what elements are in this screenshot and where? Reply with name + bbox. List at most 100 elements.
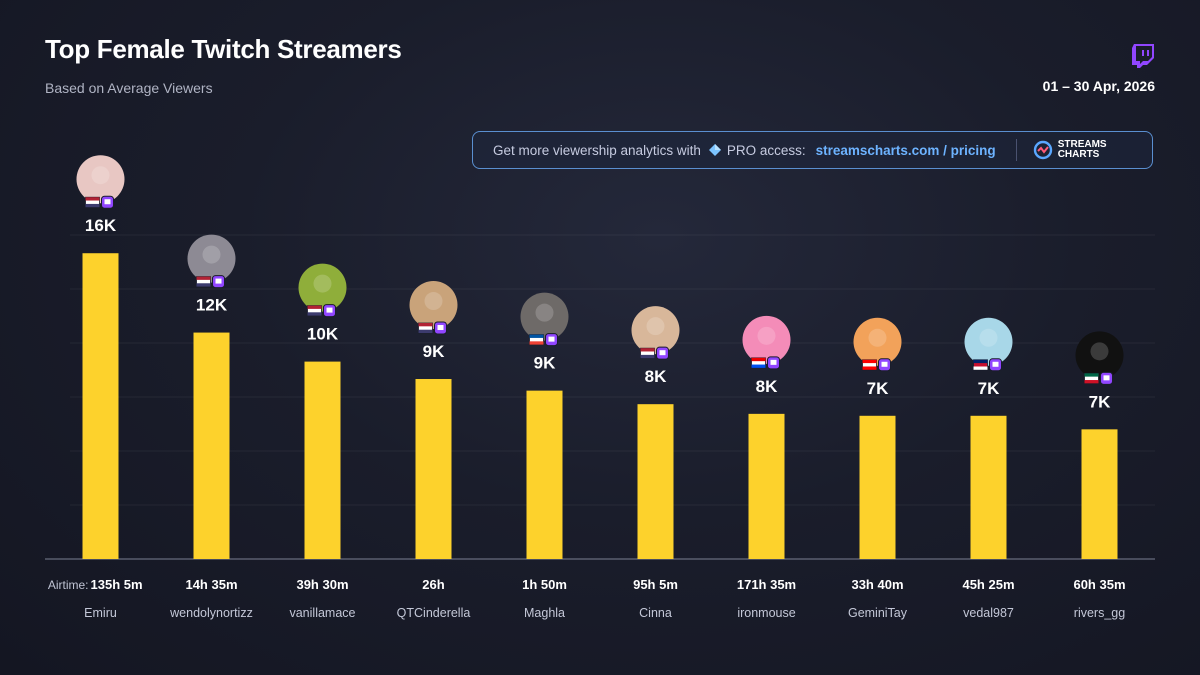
- value-label: 12K: [196, 296, 228, 315]
- airtime-value: 33h 40m: [851, 577, 903, 592]
- flag-stripe: [862, 366, 877, 370]
- flag-stripe: [529, 334, 544, 338]
- airtime-value: 95h 5m: [633, 577, 678, 592]
- bar-Emiru: [82, 253, 119, 560]
- bar-ironmouse: [748, 413, 785, 559]
- airtime-value: 45h 25m: [962, 577, 1014, 592]
- flag-stripe: [196, 276, 211, 280]
- avatar-Cinna: [631, 306, 680, 355]
- twitch-badge-glyph: [659, 350, 666, 356]
- streamer-name: Maghla: [524, 606, 565, 620]
- flag-stripe: [85, 197, 100, 201]
- streamer-name: ironmouse: [737, 606, 795, 620]
- bar-vanillamace: [304, 361, 341, 559]
- airtime-value: 171h 35m: [737, 577, 796, 592]
- brand-line-2: CHARTS: [1057, 149, 1100, 160]
- flag-stripe: [85, 203, 100, 208]
- chart-subtitle: Based on Average Viewers: [45, 80, 213, 96]
- airtime-value: 26h: [422, 577, 444, 592]
- avatar-face: [757, 326, 776, 345]
- flag-stripe: [640, 354, 655, 359]
- avatar-face: [979, 328, 998, 347]
- airtime-value: 39h 30m: [296, 577, 348, 592]
- date-range: 01 – 30 Apr, 2026: [1042, 78, 1155, 94]
- avatar-rivers_gg: [1075, 331, 1124, 380]
- twitch-badge-glyph: [215, 278, 222, 284]
- value-label: 9K: [423, 342, 445, 361]
- flag-stripe: [1084, 380, 1099, 384]
- twitch-badge-glyph: [548, 336, 555, 342]
- streamer-name: wendolynortizz: [169, 606, 253, 620]
- twitch-badge-glyph: [104, 199, 111, 205]
- bar-vedal987: [970, 415, 1007, 559]
- streamer-name: GeminiTay: [848, 606, 908, 620]
- flag-stripe: [973, 359, 988, 364]
- airtime-value: 135h 5m: [91, 577, 143, 592]
- value-label: 7K: [867, 379, 889, 398]
- avatar-face: [535, 303, 554, 322]
- flag-stripe: [196, 283, 211, 287]
- value-label: 8K: [756, 377, 778, 396]
- bar-rivers_gg: [1081, 429, 1118, 559]
- flag-stripe: [640, 348, 655, 352]
- chart-title: Top Female Twitch Streamers: [45, 34, 402, 64]
- value-label: 9K: [534, 354, 556, 373]
- avatar-GeminiTay: [853, 317, 902, 366]
- flag-stripe: [973, 366, 988, 370]
- promo-divider: [1015, 139, 1017, 161]
- streamer-name: vedal987: [963, 606, 1014, 620]
- bar-QTCinderella: [415, 379, 452, 559]
- avatar-vedal987: [964, 317, 1013, 366]
- diamond-icon: [708, 144, 721, 156]
- twitch-badge-glyph: [881, 361, 888, 367]
- promo-banner[interactable]: Get more viewership analytics with PRO a…: [472, 131, 1153, 169]
- twitch-badge-glyph: [437, 325, 444, 331]
- value-label: 8K: [645, 367, 667, 386]
- flag-stripe: [862, 359, 877, 364]
- avatar-face: [202, 245, 221, 264]
- value-label: 16K: [85, 216, 117, 235]
- promo-text: Get more viewership analytics with: [493, 142, 701, 158]
- pro-access-label: PRO access:: [726, 142, 806, 158]
- flag-stripe: [751, 364, 766, 368]
- avatar-wendolynortizz: [187, 234, 236, 283]
- bar-Maghla: [526, 390, 563, 559]
- flag-stripe: [418, 323, 433, 327]
- streamer-name: rivers_gg: [1074, 606, 1125, 620]
- avatar-face: [424, 292, 443, 311]
- airtime-value: 1h 50m: [522, 577, 567, 592]
- bar-wendolynortizz: [193, 332, 230, 559]
- bar-Cinna: [637, 404, 674, 559]
- avatar-Maghla: [520, 292, 569, 341]
- twitch-badge-glyph: [1103, 375, 1110, 381]
- avatar-ironmouse: [742, 315, 791, 364]
- streamer-name: Emiru: [84, 606, 117, 620]
- brand-line-1: STREAMS: [1057, 139, 1107, 150]
- streamer-name: vanillamace: [289, 606, 355, 620]
- twitch-icon: [1132, 44, 1154, 68]
- twitch-badge-glyph: [326, 307, 333, 313]
- value-label: 7K: [978, 379, 1000, 398]
- flag-stripe: [307, 305, 322, 309]
- pricing-link[interactable]: streamscharts.com / pricing: [815, 142, 996, 158]
- value-label: 10K: [307, 325, 339, 344]
- avatar-face: [91, 166, 110, 185]
- avatar-Emiru: [76, 155, 125, 204]
- twitch-badge-glyph: [992, 361, 999, 367]
- flag-stripe: [307, 312, 322, 316]
- bar-GeminiTay: [859, 415, 896, 559]
- flag-stripe: [1084, 373, 1099, 377]
- flag-stripe: [751, 357, 766, 362]
- streamer-name: Cinna: [639, 606, 672, 620]
- airtime-value: 14h 35m: [185, 577, 237, 592]
- avatar-QTCinderella: [409, 281, 458, 330]
- flag-stripe: [418, 329, 433, 334]
- avatar-face: [868, 328, 887, 347]
- avatar-face: [1090, 342, 1109, 361]
- airtime-value: 60h 35m: [1073, 577, 1125, 592]
- streamscharts-icon: [1033, 140, 1052, 160]
- airtime-prefix: Airtime:: [48, 578, 89, 592]
- flag-stripe: [529, 341, 544, 345]
- streamscharts-logo[interactable]: STREAMS CHARTS: [1033, 140, 1107, 160]
